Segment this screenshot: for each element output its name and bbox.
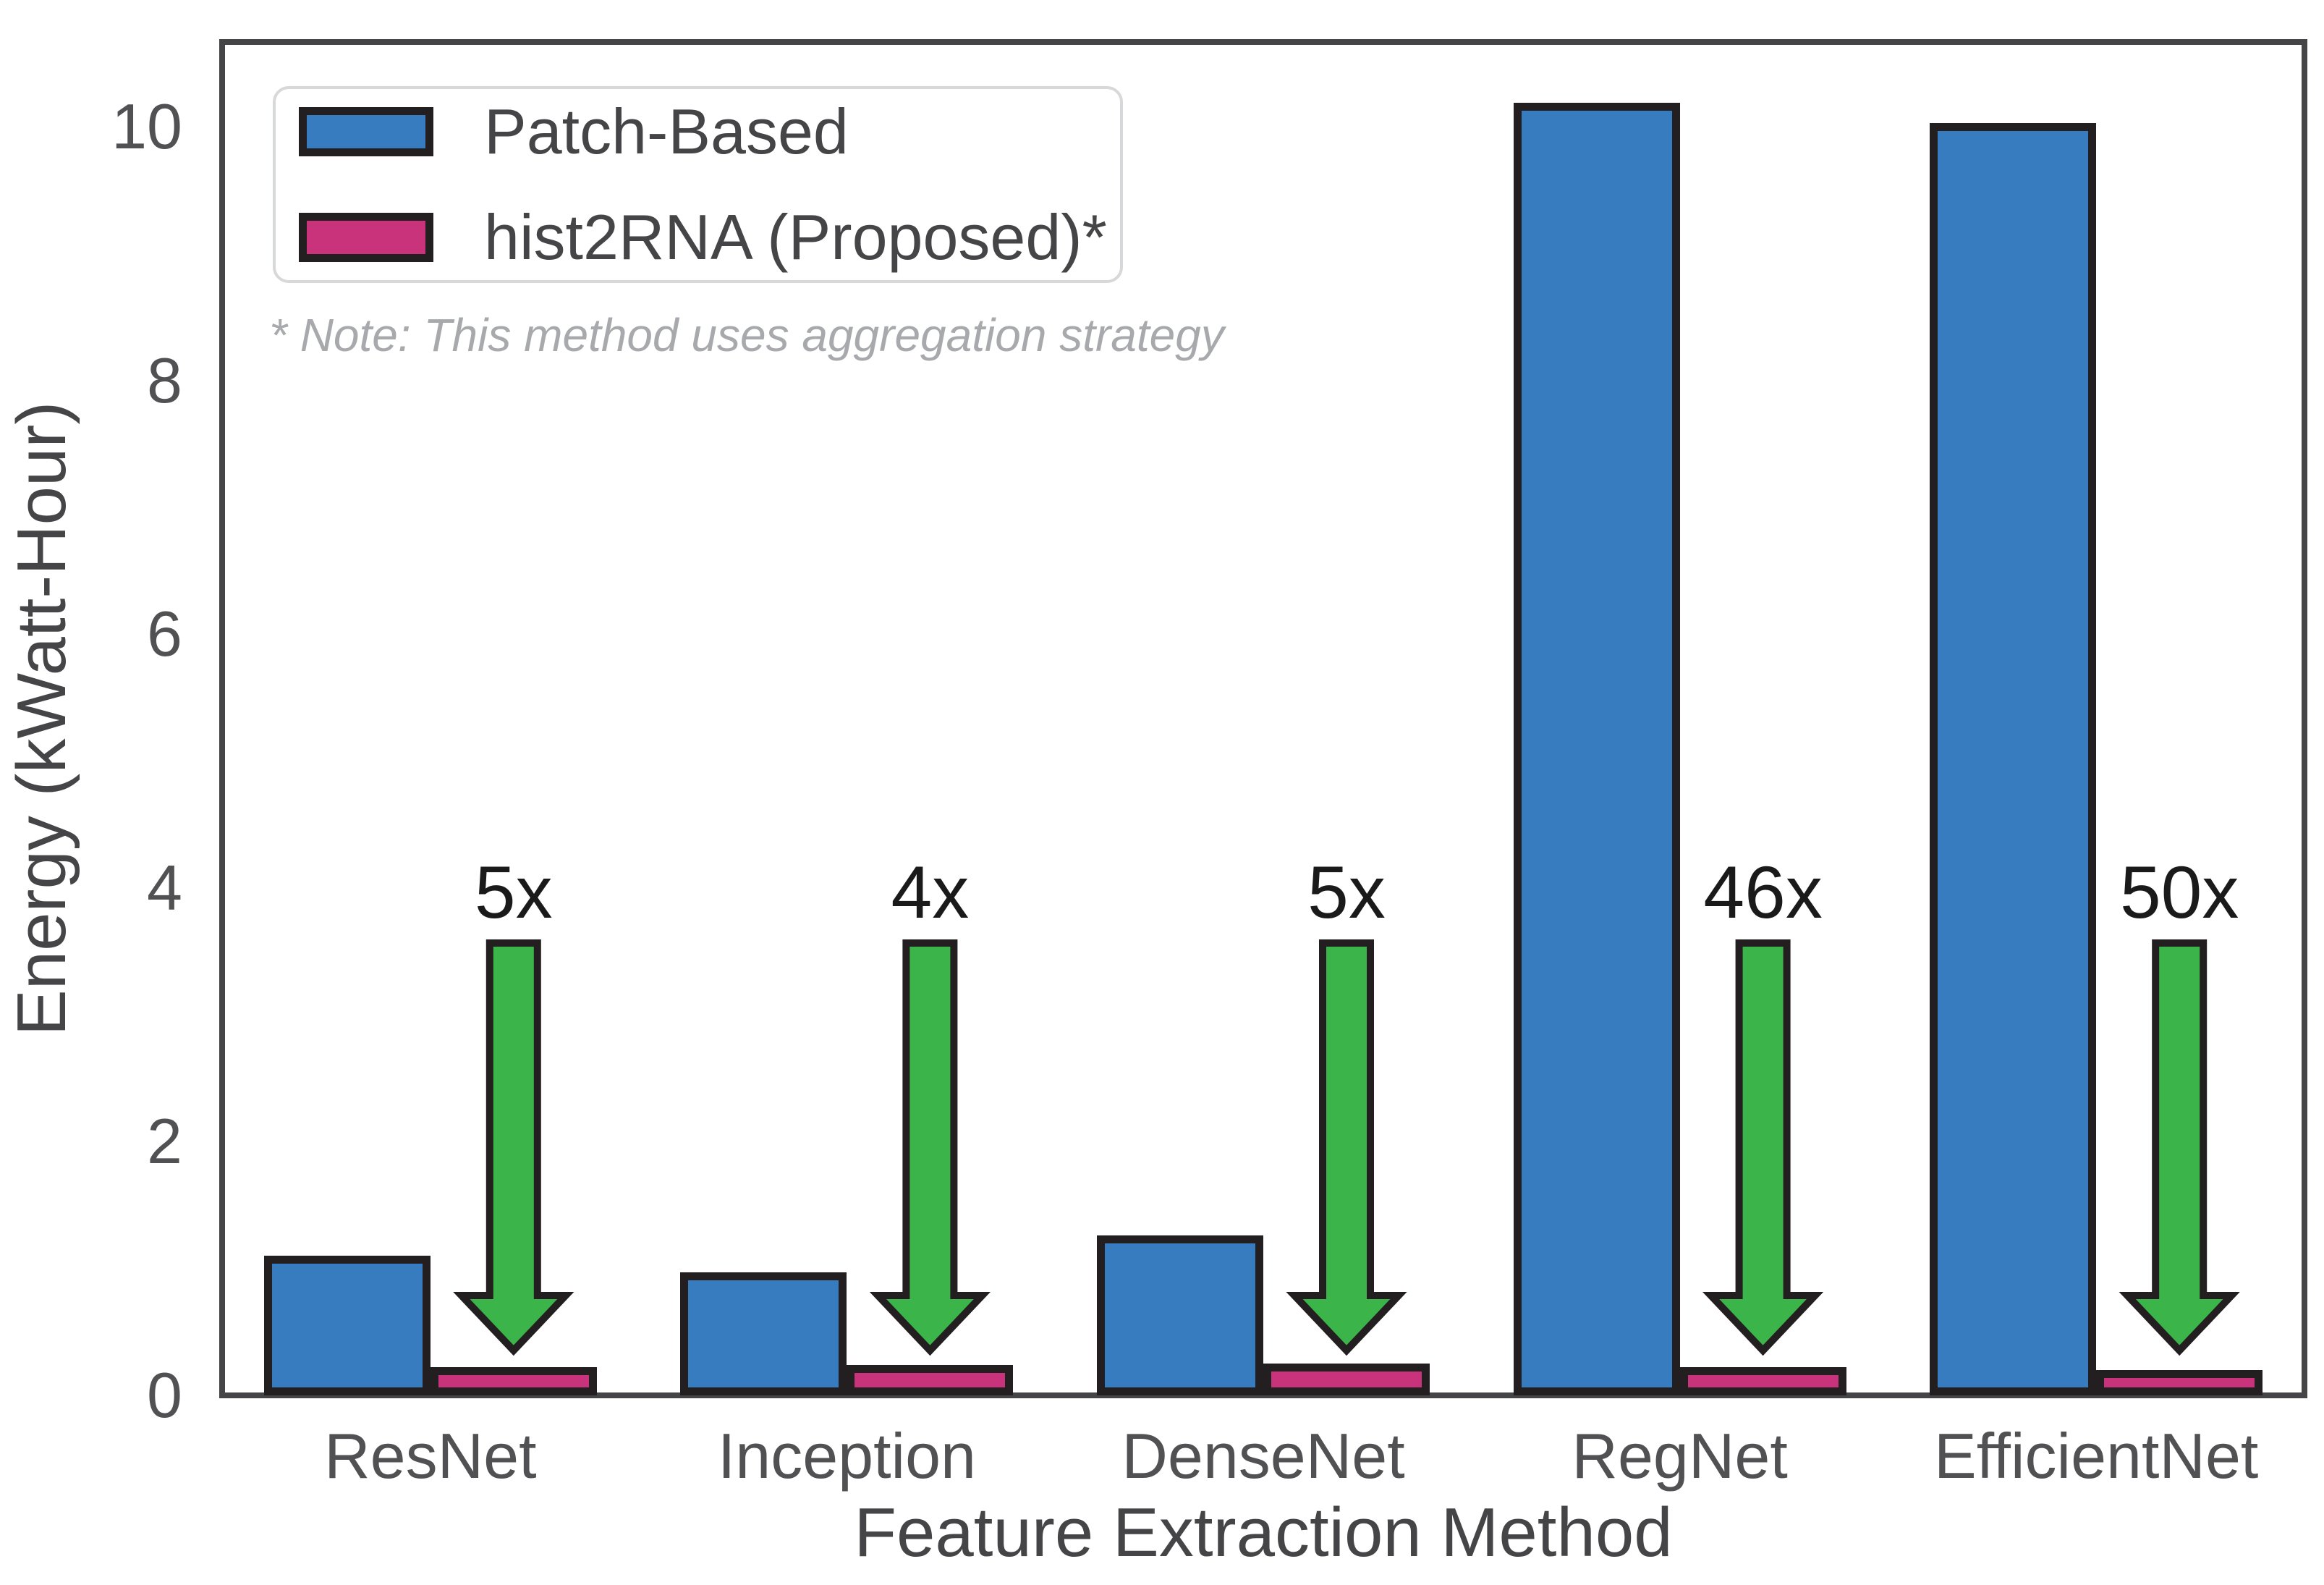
bar-patch-based-inception [680, 1272, 847, 1395]
y-tick-label: 0 [147, 1359, 182, 1431]
reduction-label: 4x [891, 851, 970, 934]
legend-label-patch-based: Patch-Based [484, 95, 849, 167]
bar-hist2rna-proposed-resnet [430, 1367, 597, 1395]
plot-area [219, 39, 2307, 1398]
y-tick-label: 2 [147, 1105, 182, 1178]
legend-note: * Note: This method uses aggregation str… [269, 309, 1224, 361]
legend-label-hist2rna: hist2RNA (Proposed)* [484, 201, 1107, 273]
y-axis-label: Energy (kWatt-Hour) [3, 401, 80, 1036]
reduction-label: 46x [1703, 851, 1823, 934]
bar-hist2rna-proposed-regnet [1679, 1367, 1846, 1395]
legend-item-hist2rna: hist2RNA (Proposed)* [299, 201, 1120, 273]
y-tick-label: 10 [111, 90, 182, 163]
bar-hist2rna-proposed-densenet [1263, 1364, 1430, 1395]
x-tick-label: ResNet [324, 1420, 537, 1492]
y-tick-label: 8 [147, 344, 182, 416]
legend: Patch-Based hist2RNA (Proposed)* [273, 86, 1123, 283]
y-tick-label: 6 [147, 598, 182, 670]
x-tick-label: DenseNet [1121, 1420, 1405, 1492]
legend-swatch-patch-based [299, 106, 433, 156]
reduction-label: 50x [2119, 851, 2239, 934]
x-tick-label: Inception [717, 1420, 976, 1492]
x-tick-label: RegNet [1572, 1420, 1788, 1492]
bar-hist2rna-proposed-efficientnet [2096, 1370, 2263, 1395]
x-tick-label: EfficientNet [1933, 1420, 2259, 1492]
y-tick-label: 4 [147, 851, 182, 923]
reduction-label: 5x [474, 851, 553, 934]
reduction-label: 5x [1307, 851, 1386, 934]
legend-item-patch-based: Patch-Based [299, 98, 1120, 165]
bar-patch-based-regnet [1513, 103, 1680, 1395]
bar-patch-based-resnet [263, 1256, 431, 1395]
bar-patch-based-efficientnet [1930, 123, 2097, 1395]
legend-swatch-hist2rna [299, 213, 433, 263]
x-axis-label: Feature Extraction Method [854, 1494, 1673, 1571]
bar-patch-based-densenet [1097, 1235, 1263, 1395]
bar-hist2rna-proposed-inception [847, 1365, 1014, 1395]
